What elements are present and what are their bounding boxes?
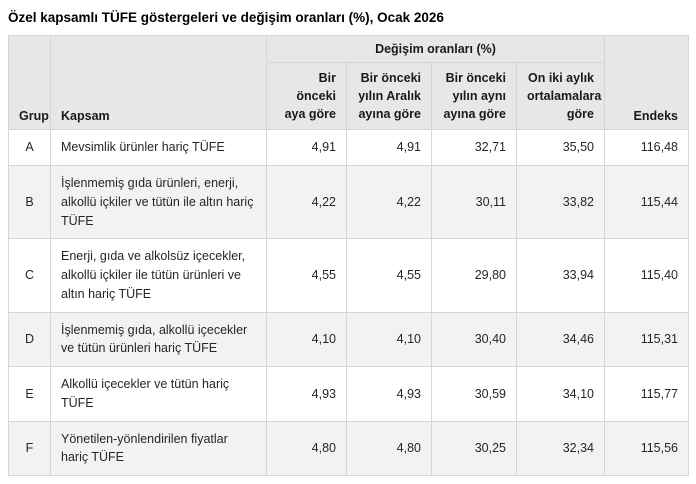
annual-change-cell: 29,80 [431, 238, 517, 313]
group-cell: D [8, 311, 51, 368]
twelve-month-avg-cell: 35,50 [516, 129, 605, 167]
annual-change-cell: 32,71 [431, 129, 517, 167]
column-header-twelve-month-avg: On iki aylık ortalamalara göre [516, 61, 605, 131]
special-cpi-indicators-table: Grup Kapsam Değişim oranları (%) Endeks … [8, 34, 689, 477]
header-row-columns: Bir önceki aya göre Bir önceki yılın Ara… [9, 61, 689, 131]
coverage-cell: Mevsimlik ürünler hariç TÜFE [50, 129, 267, 167]
twelve-month-avg-cell: 34,10 [516, 366, 605, 422]
coverage-cell: Enerji, gıda ve alkolsüz içecekler, alko… [50, 238, 267, 313]
group-cell: C [8, 238, 51, 313]
column-header-annual-change: Bir önceki yılın aynı ayına göre [431, 61, 517, 131]
table-row: A Mevsimlik ürünler hariç TÜFE 4,91 4,91… [8, 129, 689, 167]
index-cell: 115,40 [604, 238, 689, 313]
annual-change-cell: 30,25 [431, 420, 517, 477]
index-cell: 116,48 [604, 129, 689, 167]
group-cell: F [8, 420, 51, 477]
column-header-kapsam: Kapsam [50, 34, 267, 131]
twelve-month-avg-cell: 33,94 [516, 238, 605, 313]
page-title: Özel kapsamlı TÜFE göstergeleri ve değiş… [8, 10, 444, 25]
annual-change-cell: 30,11 [431, 165, 517, 240]
coverage-cell: İşlenmemiş gıda, alkollü içecekler ve tü… [50, 311, 267, 368]
index-cell: 115,77 [604, 366, 689, 422]
index-cell: 115,56 [604, 420, 689, 477]
coverage-cell: Yönetilen-yönlendirilen fiyatlar hariç T… [50, 420, 267, 477]
index-cell: 115,31 [604, 311, 689, 368]
twelve-month-avg-cell: 33,82 [516, 165, 605, 240]
index-cell: 115,44 [604, 165, 689, 240]
since-december-cell: 4,91 [346, 129, 432, 167]
table-row: F Yönetilen-yönlendirilen fiyatlar hariç… [8, 420, 689, 477]
table-row: E Alkollü içecekler ve tütün hariç TÜFE … [8, 366, 689, 422]
since-december-cell: 4,55 [346, 238, 432, 313]
since-december-cell: 4,80 [346, 420, 432, 477]
group-cell: E [8, 366, 51, 422]
coverage-cell: İşlenmemiş gıda ürünleri, enerji, alkoll… [50, 165, 267, 240]
column-header-endeks: Endeks [604, 34, 689, 131]
coverage-cell: Alkollü içecekler ve tütün hariç TÜFE [50, 366, 267, 422]
table-header: Grup Kapsam Değişim oranları (%) Endeks … [8, 34, 689, 131]
table-row: C Enerji, gıda ve alkolsüz içecekler, al… [8, 238, 689, 313]
monthly-change-cell: 4,91 [266, 129, 347, 167]
twelve-month-avg-cell: 34,46 [516, 311, 605, 368]
header-row-group: Grup Kapsam Değişim oranları (%) Endeks [8, 34, 689, 131]
table-body: A Mevsimlik ürünler hariç TÜFE 4,91 4,91… [8, 129, 689, 477]
monthly-change-cell: 4,10 [266, 311, 347, 368]
table-row: D İşlenmemiş gıda, alkollü içecekler ve … [8, 311, 689, 368]
monthly-change-cell: 4,80 [266, 420, 347, 477]
twelve-month-avg-cell: 32,34 [516, 420, 605, 477]
column-header-grup: Grup [8, 34, 51, 131]
column-group-header-change-rates: Değişim oranları (%) [266, 35, 605, 63]
annual-change-cell: 30,40 [431, 311, 517, 368]
since-december-cell: 4,22 [346, 165, 432, 240]
monthly-change-cell: 4,93 [266, 366, 347, 422]
monthly-change-cell: 4,22 [266, 165, 347, 240]
column-header-since-december: Bir önceki yılın Aralık ayına göre [346, 61, 432, 131]
since-december-cell: 4,93 [346, 366, 432, 422]
table-row: B İşlenmemiş gıda ürünleri, enerji, alko… [8, 165, 689, 240]
monthly-change-cell: 4,55 [266, 238, 347, 313]
group-cell: A [8, 129, 51, 167]
column-header-monthly-change: Bir önceki aya göre [266, 61, 347, 131]
annual-change-cell: 30,59 [431, 366, 517, 422]
group-cell: B [8, 165, 51, 240]
since-december-cell: 4,10 [346, 311, 432, 368]
